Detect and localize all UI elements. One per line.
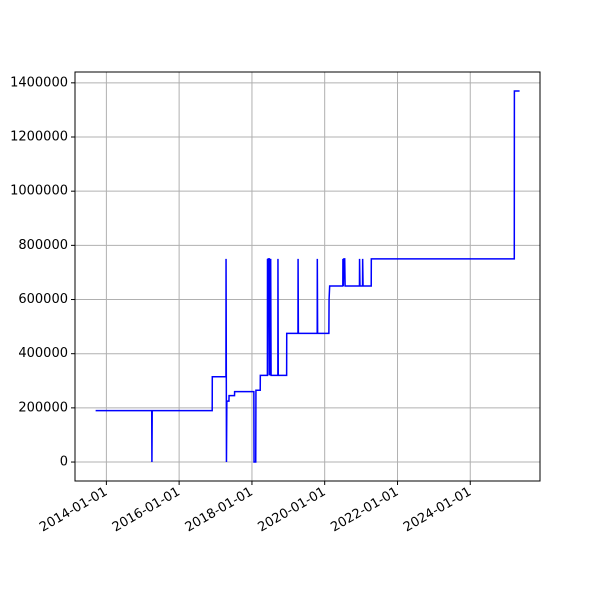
y-tick-label: 400000 <box>18 346 68 361</box>
plot-frame <box>74 71 541 482</box>
y-tick-label: 1200000 <box>10 130 68 145</box>
y-tick-label: 1400000 <box>10 75 68 90</box>
data-line <box>95 90 520 463</box>
y-tick-label: 1000000 <box>10 184 68 199</box>
y-tick-label: 800000 <box>18 238 68 253</box>
y-tick-label: 600000 <box>18 292 68 307</box>
y-tick-label: 0 <box>60 455 68 470</box>
y-tick-label: 200000 <box>18 400 68 415</box>
